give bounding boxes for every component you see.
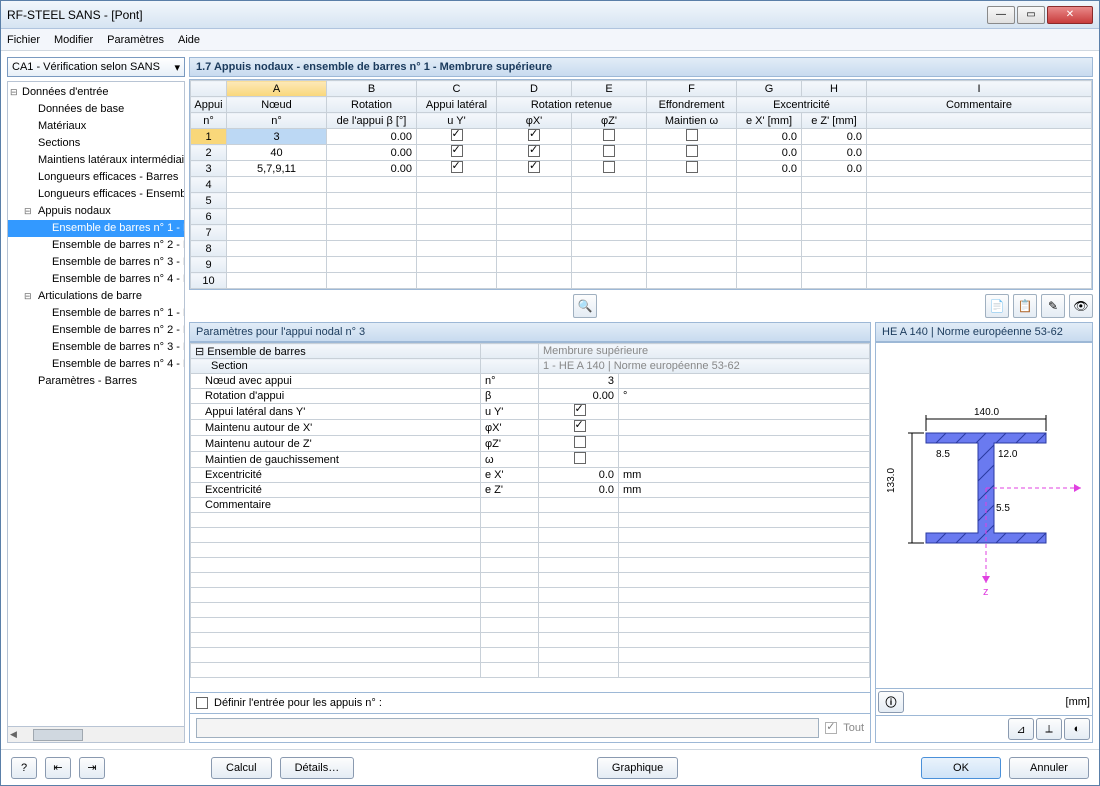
tout-checkbox[interactable] [825, 722, 837, 734]
tree-item[interactable]: Ensemble de barres n° 3 - M [8, 339, 184, 356]
param-grid[interactable]: ⊟ Ensemble de barresMembrure supérieureS… [189, 342, 871, 693]
tout-label: Tout [843, 722, 864, 734]
tree-item[interactable]: Maintiens latéraux intermédiaires [8, 152, 184, 169]
section-preview: y z 140.0 133.0 8.5 12.0 [875, 342, 1093, 689]
menu-fichier[interactable]: Fichier [7, 34, 40, 46]
tool-icon-3[interactable]: ✎ [1041, 294, 1065, 318]
tree-item[interactable]: Longueurs efficaces - Ensembles [8, 186, 184, 203]
svg-text:z: z [983, 586, 989, 598]
mm-label: [mm] [1066, 696, 1090, 708]
loadcase-combo[interactable]: CA1 - Vérification selon SANS ▾ [7, 57, 185, 77]
filter-icon[interactable]: 🔍 [573, 294, 597, 318]
details-title: Paramètres pour l'appui nodal n° 3 [189, 322, 871, 342]
prev-icon[interactable]: ⇤ [45, 757, 71, 779]
axis-icon[interactable]: ⊿ [1008, 718, 1034, 740]
eye-icon[interactable]: 👁 [1069, 294, 1093, 318]
chevron-down-icon: ▾ [174, 61, 180, 74]
window-title: RF-STEEL SANS - [Pont] [7, 8, 987, 22]
define-checkbox[interactable] [196, 697, 208, 709]
tree-item[interactable]: Ensemble de barres n° 2 - M [8, 322, 184, 339]
tree-appuis-nodaux[interactable]: Appuis nodaux [8, 203, 184, 220]
svg-text:5.5: 5.5 [996, 503, 1010, 514]
tree-item[interactable]: Ensemble de barres n° 1 - M [8, 305, 184, 322]
tree-articulations[interactable]: Articulations de barre [8, 288, 184, 305]
help-icon[interactable]: ? [11, 757, 37, 779]
details-button[interactable]: Détails… [280, 757, 355, 779]
ok-button[interactable]: OK [921, 757, 1001, 779]
svg-text:12.0: 12.0 [998, 449, 1018, 460]
close-button[interactable]: ✕ [1047, 6, 1093, 24]
dim-icon[interactable]: ⟂ [1036, 718, 1062, 740]
preview-title: HE A 140 | Norme européenne 53-62 [875, 322, 1093, 342]
menu-parametres[interactable]: Paramètres [107, 34, 164, 46]
calcul-button[interactable]: Calcul [211, 757, 272, 779]
graphique-button[interactable]: Graphique [597, 757, 678, 779]
titlebar: RF-STEEL SANS - [Pont] — ▭ ✕ [1, 1, 1099, 29]
menubar: Fichier Modifier Paramètres Aide [1, 29, 1099, 51]
tree-item[interactable]: Ensemble de barres n° 1 - M [8, 220, 184, 237]
next-icon[interactable]: ⇥ [79, 757, 105, 779]
nav-tree[interactable]: Données d'entrée Données de baseMatériau… [7, 81, 185, 727]
define-label: Définir l'entrée pour les appuis n° : [214, 697, 382, 709]
tool-icon-2[interactable]: 📋 [1013, 294, 1037, 318]
tree-hscroll[interactable]: ◀ [7, 727, 185, 743]
info-icon[interactable]: ⓘ [878, 691, 904, 713]
svg-text:8.5: 8.5 [936, 449, 950, 460]
render-icon[interactable]: ◐ [1064, 718, 1090, 740]
tree-item[interactable]: Ensemble de barres n° 2 - M [8, 237, 184, 254]
panel-title: 1.7 Appuis nodaux - ensemble de barres n… [189, 57, 1093, 77]
tree-item[interactable]: Ensemble de barres n° 4 - M [8, 356, 184, 373]
section-svg: y z 140.0 133.0 8.5 12.0 [886, 403, 1084, 603]
tree-item[interactable]: Ensemble de barres n° 4 - M [8, 271, 184, 288]
tree-item[interactable]: Sections [8, 135, 184, 152]
svg-text:133.0: 133.0 [886, 468, 897, 493]
svg-text:140.0: 140.0 [974, 407, 999, 418]
tree-item[interactable]: Données de base [8, 101, 184, 118]
loadcase-combo-label: CA1 - Vérification selon SANS [12, 61, 160, 73]
maximize-button[interactable]: ▭ [1017, 6, 1045, 24]
define-input[interactable] [196, 718, 819, 738]
tool-icon-1[interactable]: 📄 [985, 294, 1009, 318]
main-grid[interactable]: ABCDEFGHIAppuiNœudRotationAppui latéralR… [189, 79, 1093, 290]
minimize-button[interactable]: — [987, 6, 1015, 24]
tree-item[interactable]: Matériaux [8, 118, 184, 135]
tree-root[interactable]: Données d'entrée [8, 84, 184, 101]
tree-item[interactable]: Ensemble de barres n° 3 - M [8, 254, 184, 271]
menu-aide[interactable]: Aide [178, 34, 200, 46]
annuler-button[interactable]: Annuler [1009, 757, 1089, 779]
tree-item[interactable]: Longueurs efficaces - Barres [8, 169, 184, 186]
tree-parametres-barres[interactable]: Paramètres - Barres [8, 373, 184, 390]
menu-modifier[interactable]: Modifier [54, 34, 93, 46]
